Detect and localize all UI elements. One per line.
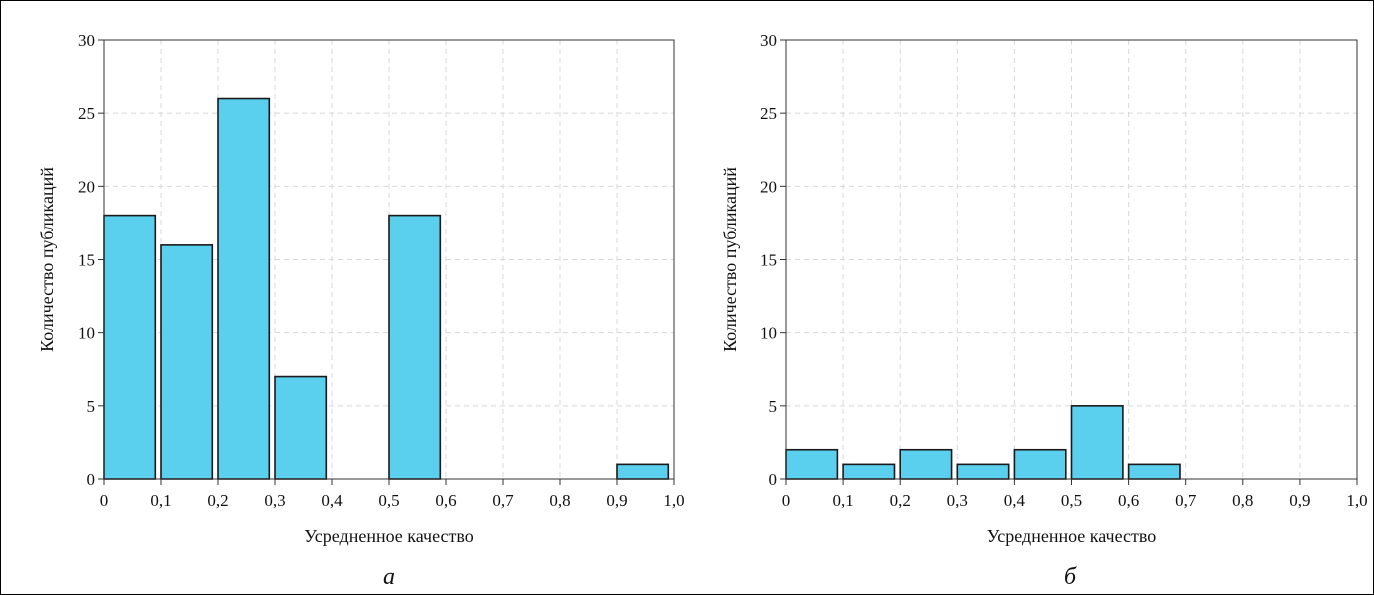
y-axis-title: Количество публикаций (37, 167, 57, 352)
bar-5 (1013, 448, 1067, 480)
bar-5 (388, 214, 442, 480)
x-tick-label: 0,8 (1232, 491, 1253, 510)
bar-2 (160, 244, 214, 480)
x-tick-label: 0,2 (890, 491, 911, 510)
bar-2 (842, 463, 896, 480)
y-tick-label: 30 (78, 31, 95, 50)
x-tick-label: 0,2 (207, 491, 228, 510)
x-tick-label: 0,3 (264, 491, 285, 510)
y-tick-label: 20 (760, 177, 777, 196)
panel-label: б (1064, 564, 1077, 590)
y-axis-title: Количество публикаций (720, 167, 740, 352)
y-tick-label: 25 (760, 104, 777, 123)
y-tick-label: 30 (760, 31, 777, 50)
x-tick-label: 0,1 (832, 491, 853, 510)
y-tick-label: 10 (760, 324, 777, 343)
x-tick-label: 0,8 (549, 491, 570, 510)
x-tick-label: 0,1 (150, 491, 171, 510)
y-tick-label: 10 (78, 324, 95, 343)
x-tick-label: 0,7 (1175, 491, 1197, 510)
bar-1 (103, 214, 157, 480)
x-tick-label: 0,3 (947, 491, 968, 510)
bar-4 (956, 463, 1010, 480)
chart-panel-2: 0 0,1 0,2 0,3 0,4 0,5 0,6 0,7 0,8 0,9 1,0 0 5 10 15 20 2… (720, 31, 1368, 590)
x-tick-label: 0,4 (1004, 491, 1026, 510)
x-tick-label: 0,5 (378, 491, 399, 510)
y-tick-label: 0 (769, 470, 778, 489)
x-tick-label: 0,6 (435, 491, 456, 510)
chart-panel-1: 0 0,1 0,2 0,3 0,4 0,5 0,6 0,7 0,8 0,9 1,0 0 5 10 15 20 2… (37, 31, 685, 590)
y-tick-label: 5 (769, 397, 778, 416)
x-tick-label: 1,0 (663, 491, 684, 510)
y-tick-label: 25 (78, 104, 95, 123)
x-tick-label: 0,4 (321, 491, 343, 510)
bar-6 (616, 463, 670, 480)
y-tick-label: 20 (78, 177, 95, 196)
x-tick-label: 1,0 (1346, 491, 1367, 510)
bar-7 (1127, 463, 1181, 480)
bar-3 (899, 448, 953, 480)
x-axis-title: Усредненное качество (987, 526, 1157, 546)
x-tick-label: 0,6 (1118, 491, 1139, 510)
bar-4 (274, 375, 328, 480)
panel-label: а (383, 564, 395, 590)
bar-6 (1070, 405, 1124, 480)
y-tick-label: 15 (760, 251, 777, 270)
x-tick-label: 0,5 (1061, 491, 1082, 510)
x-axis-title: Усредненное качество (304, 526, 474, 546)
bar-3 (217, 97, 271, 480)
y-tick-label: 5 (87, 397, 96, 416)
x-tick-label: 0,7 (492, 491, 514, 510)
y-tick-label: 15 (78, 251, 95, 270)
x-tick-label: 0 (100, 491, 109, 510)
y-tick-label: 0 (87, 470, 96, 489)
x-tick-label: 0,9 (606, 491, 627, 510)
x-tick-label: 0,9 (1289, 491, 1310, 510)
bar-1 (785, 448, 839, 480)
x-tick-label: 0 (782, 491, 791, 510)
